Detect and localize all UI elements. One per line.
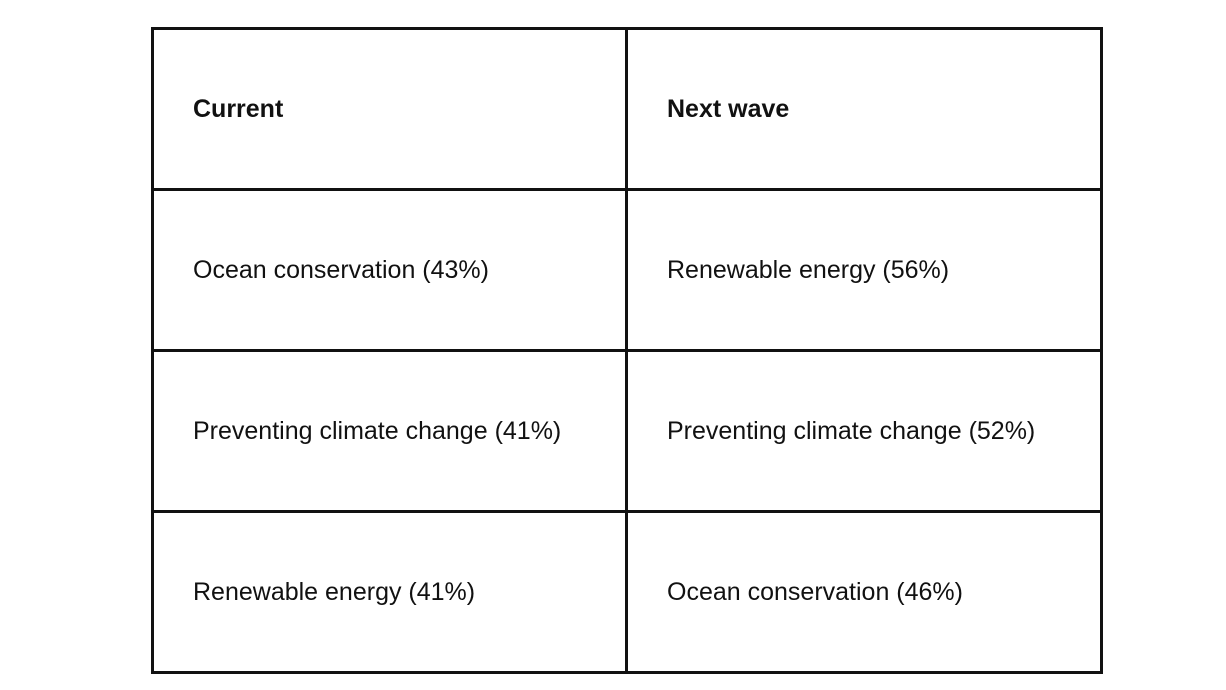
table-cell-current: Renewable energy (41%): [151, 510, 628, 674]
table-cell-current: Ocean conservation (43%): [151, 188, 628, 352]
table-header-row: Current Next wave: [151, 27, 1103, 191]
table-cell-next-wave: Renewable energy (56%): [625, 188, 1103, 352]
table-cell-current: Preventing climate change (41%): [151, 349, 628, 513]
table-cell-next-wave: Ocean conservation (46%): [625, 510, 1103, 674]
table-cell-next-wave: Preventing climate change (52%): [625, 349, 1103, 513]
comparison-table-container: Current Next wave Ocean conservation (43…: [151, 27, 1103, 674]
table-row: Preventing climate change (41%) Preventi…: [151, 349, 1103, 513]
column-header-next-wave: Next wave: [625, 27, 1103, 191]
comparison-table: Current Next wave Ocean conservation (43…: [151, 27, 1103, 674]
table-row: Renewable energy (41%) Ocean conservatio…: [151, 510, 1103, 674]
table-row: Ocean conservation (43%) Renewable energ…: [151, 188, 1103, 352]
column-header-current: Current: [151, 27, 628, 191]
